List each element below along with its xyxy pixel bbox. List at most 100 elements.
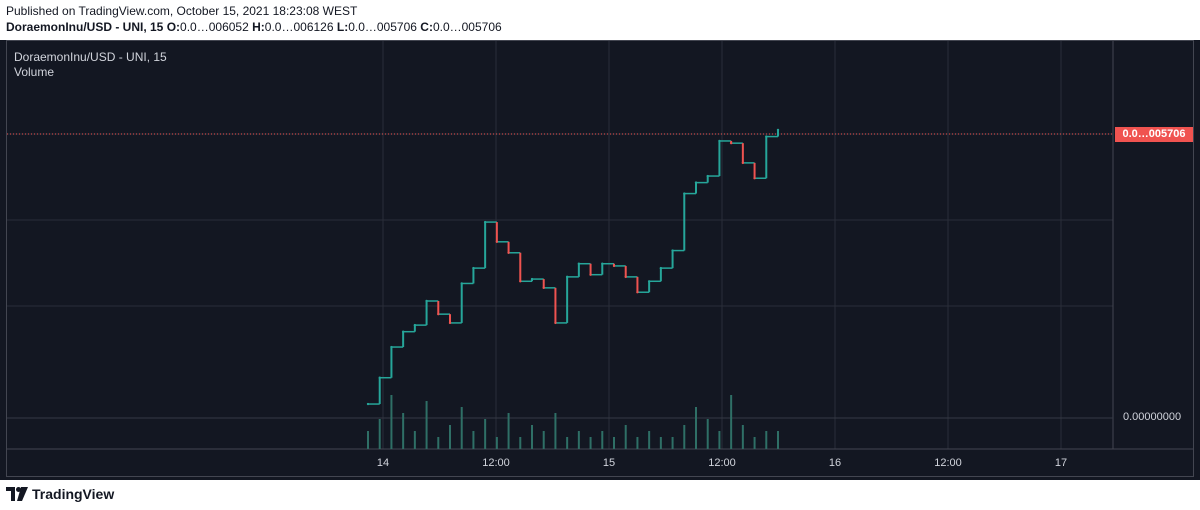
ohlc-low-label: L:: [336, 20, 349, 34]
volume-bar-27: [683, 425, 686, 449]
price-point-26: [671, 249, 674, 252]
time-tick-15: 15: [602, 457, 616, 469]
volume-bar-14: [531, 425, 533, 449]
volume-bars: [367, 395, 779, 449]
volume-bar-19: [589, 437, 592, 449]
ohlc-close-value: 0.0…005706: [432, 20, 502, 34]
volume-bar-22: [624, 425, 627, 449]
volume-bar-9: [472, 431, 475, 449]
volume-bar-10: [484, 419, 487, 449]
volume-bar-4: [413, 431, 416, 449]
volume-bar-6: [437, 437, 440, 449]
volume-bar-25: [659, 437, 662, 449]
volume-bar-11: [495, 437, 498, 449]
grid-lines: [7, 41, 1194, 450]
volume-bar-3: [402, 413, 405, 449]
price-point-33: [753, 177, 756, 180]
time-tick-14: 14: [376, 457, 390, 469]
price-point-27: [683, 192, 686, 195]
time-tick-16: 16: [828, 457, 842, 469]
volume-bar-20: [601, 431, 604, 449]
price-point-4: [413, 323, 417, 327]
volume-bar-35: [777, 431, 779, 449]
volume-bar-23: [636, 437, 639, 449]
price-point-32: [741, 161, 745, 165]
chart-frame[interactable]: [6, 40, 1194, 477]
volume-bar-1: [378, 419, 381, 449]
price-point-20: [601, 262, 604, 265]
brand-text: TradingView: [32, 486, 115, 502]
price-steps: [366, 128, 780, 406]
price-point-12: [507, 251, 510, 254]
tradingview-brand[interactable]: TradingView: [6, 486, 114, 502]
volume-bar-12: [507, 413, 510, 449]
volume-bar-15: [542, 431, 545, 449]
price-point-6: [437, 312, 440, 316]
volume-bar-31: [730, 395, 733, 449]
volume-bar-34: [765, 431, 768, 449]
ohlc-open-label: O:: [166, 20, 181, 34]
tradingview-logo-icon: [6, 487, 28, 501]
volume-bar-30: [718, 431, 721, 449]
price-point-3: [401, 330, 405, 333]
price-point-29: [706, 174, 709, 178]
price-point-5: [425, 299, 428, 303]
price-point-10: [483, 220, 487, 224]
publish-header: [0, 0, 1200, 40]
price-point-19: [589, 273, 592, 276]
volume-bar-5: [425, 401, 428, 449]
volume-bar-33: [753, 437, 756, 449]
ohlc-open-value: 0.0…006052: [180, 20, 249, 34]
price-point-17: [565, 275, 569, 279]
volume-bar-32: [741, 425, 744, 449]
ohlc-high-value: 0.0…006126: [264, 20, 334, 34]
volume-bar-18: [577, 431, 580, 449]
price-point-31: [729, 141, 733, 145]
volume-bar-16: [554, 413, 557, 449]
price-point-9: [472, 266, 475, 270]
volume-bar-26: [671, 437, 674, 449]
price-point-22: [624, 275, 627, 279]
legend-volume[interactable]: Volume: [14, 65, 55, 79]
price-point-16: [554, 321, 557, 325]
legend-symbol[interactable]: DoraemonInu/USD - UNI, 15: [14, 50, 167, 64]
time-tick-17: 17: [1054, 457, 1068, 469]
ohlc-high-label: H:: [252, 20, 265, 34]
price-point-1: [378, 376, 381, 379]
ohlc-close-label: C:: [420, 20, 433, 34]
volume-bar-7: [449, 425, 451, 449]
volume-bar-17: [566, 437, 569, 449]
price-point-18: [577, 262, 581, 265]
ohlc-low-value: 0.0…005706: [348, 20, 417, 34]
published-info: Published on TradingView.com, October 15…: [6, 4, 358, 18]
price-point-14: [530, 277, 534, 281]
time-tick-1200-b: 12:00: [708, 457, 736, 469]
current-price-label: 0.0…005706: [1115, 127, 1193, 142]
volume-zero-label: 0.00000000: [1123, 411, 1182, 423]
time-tick-1200-c: 12:00: [934, 457, 962, 469]
price-point-11: [495, 240, 499, 244]
price-point-34: [765, 135, 768, 138]
price-point-0: [366, 402, 370, 406]
volume-bar-0: [367, 431, 369, 449]
price-point-30: [718, 139, 721, 143]
time-tick-1200-a: 12:00: [482, 457, 510, 469]
price-point-35: [776, 128, 780, 132]
volume-bar-21: [613, 437, 615, 449]
volume-bar-28: [695, 407, 697, 449]
ohlc-line: DoraemonInu/USD - UNI, 15 O:0.0…006052 H…: [6, 20, 502, 34]
price-point-21: [612, 264, 616, 268]
price-point-24: [647, 280, 651, 283]
price-point-25: [659, 266, 663, 270]
price-point-15: [542, 286, 545, 290]
symbol-label: DoraemonInu/USD - UNI, 15: [6, 20, 164, 34]
price-point-2: [390, 345, 393, 349]
footer-bar: [0, 480, 1200, 510]
volume-bar-2: [390, 395, 393, 449]
volume-bar-29: [706, 419, 709, 449]
price-point-7: [448, 321, 452, 325]
price-point-13: [519, 280, 522, 283]
volume-bar-8: [460, 407, 463, 449]
price-point-8: [460, 282, 463, 285]
